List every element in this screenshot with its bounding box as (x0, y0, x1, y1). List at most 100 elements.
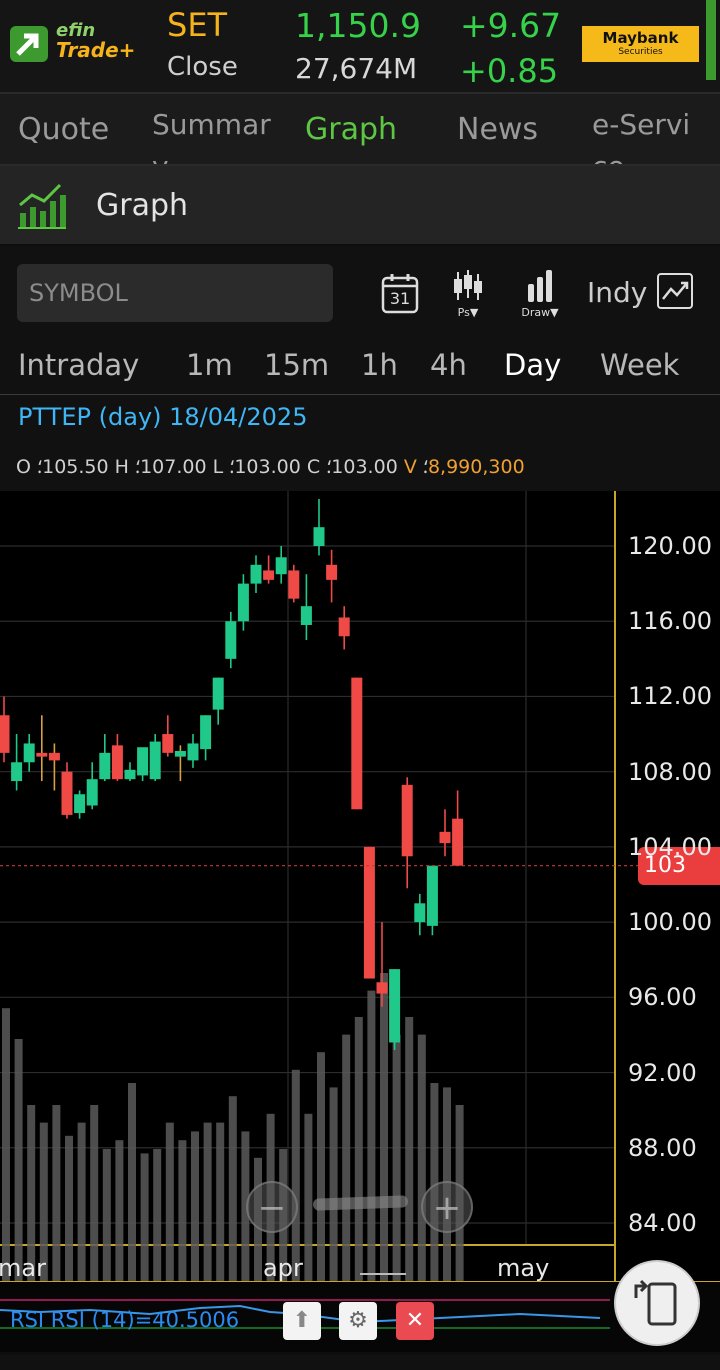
price-style-button[interactable]: Ps▼ (451, 270, 485, 319)
index-change-pct: +0.85 (460, 52, 559, 90)
volume-bar (2, 1008, 10, 1281)
tab-quote[interactable]: Quote (18, 112, 110, 147)
candle-body (111, 745, 123, 780)
efin-logo[interactable]: efin Trade+ (10, 20, 150, 68)
y-tick-label: 96.00 (628, 983, 697, 1012)
candle-body (389, 969, 401, 1043)
candle-body (250, 564, 262, 584)
high-label: H (114, 456, 129, 478)
volume-bar (65, 1135, 73, 1281)
period-day[interactable]: Day (504, 348, 562, 382)
rotate-tablet-icon[interactable] (616, 1262, 698, 1344)
candle-body (351, 677, 363, 810)
volume-bar (354, 1017, 363, 1281)
indicator-chart-icon[interactable] (657, 273, 693, 309)
volume-bar (52, 1105, 61, 1281)
broker-sub: Securities (618, 47, 663, 57)
candle-body (363, 846, 375, 979)
candle-body (288, 570, 300, 599)
candle-body (23, 743, 35, 763)
volume-bar (291, 1069, 300, 1281)
period-1h[interactable]: 1h (361, 348, 398, 382)
volume-bar (392, 1034, 401, 1281)
up-arrow-icon[interactable]: ⬆ (283, 1302, 321, 1340)
open-value: 105.50 (42, 456, 109, 478)
candle-body (401, 784, 413, 857)
broker-name: Maybank (602, 29, 679, 47)
volume-icon: ⸵ (422, 456, 428, 478)
zoom-out-button[interactable]: − (246, 1181, 298, 1233)
period-week[interactable]: Week (600, 348, 680, 382)
ohlc-readout: O ⸵105.50 H ⸵107.00 L ⸵103.00 C ⸵103.00 … (16, 453, 525, 479)
logo-efin-text: efin (56, 20, 96, 41)
chart-info: PTTEP (day) 18/04/2025 O ⸵105.50 H ⸵107.… (0, 395, 720, 491)
tab-eservice[interactable]: e-Servi ce (592, 104, 704, 164)
rsi-label: RSI RSI (14)=40.5006 (10, 1308, 240, 1332)
tab-graph[interactable]: Graph (305, 112, 398, 147)
header-accent-bar (706, 0, 716, 80)
volume-bar (304, 1113, 313, 1281)
volume-bar (153, 1149, 162, 1281)
low-value: 103.00 (234, 456, 301, 478)
candle-body (36, 752, 48, 757)
open-icon: ⸵ (37, 456, 43, 478)
period-1m[interactable]: 1m (186, 348, 233, 382)
chart-canvas[interactable] (0, 491, 720, 1351)
candle-body (99, 752, 111, 780)
zoom-in-button[interactable]: + (421, 1181, 473, 1233)
tab-summary[interactable]: Summar y (152, 104, 272, 164)
close-icon[interactable]: ✕ (396, 1302, 434, 1340)
close-value: 103.00 (331, 456, 398, 478)
rsi-panel: RSI RSI (14)=40.5006 ⬆ ⚙ ✕ (0, 1282, 720, 1352)
period-4h[interactable]: 4h (430, 348, 467, 382)
calendar-button[interactable]: 31 (381, 272, 419, 318)
draw-button[interactable]: Draw▼ (518, 270, 562, 319)
volume-bar (430, 1083, 439, 1281)
candle-body (326, 564, 338, 580)
low-label: L (212, 456, 224, 478)
maybank-logo: Maybank Securities (582, 26, 699, 62)
y-tick-label: 104.00 (628, 832, 712, 861)
calendar-day: 31 (389, 289, 411, 308)
y-tick-label: 120.00 (628, 532, 712, 560)
volume-bar (39, 1122, 48, 1281)
logo-trade-text: Trade+ (56, 38, 136, 62)
volume-bar (191, 1131, 199, 1281)
volume-bar (241, 1131, 250, 1281)
price-chart[interactable]: 103 − + 120.00 116.00 112.00 108.00 104.00 10… (0, 491, 720, 1351)
candle-body (149, 741, 161, 780)
x-tick-label: apr (263, 1254, 303, 1282)
page-title: Graph (96, 188, 189, 223)
ps-label: Ps▼ (457, 306, 479, 319)
volume-bar (115, 1140, 124, 1281)
candle-body (263, 570, 275, 580)
tab-eservice-label: e-Servi ce (592, 108, 691, 164)
candle-body (174, 750, 186, 757)
candle-body (338, 617, 350, 637)
bottom-bar (0, 1355, 720, 1370)
volume-bar (342, 1034, 351, 1281)
gear-icon[interactable]: ⚙ (339, 1302, 377, 1340)
volume-bar (228, 1096, 237, 1281)
chart-toolbar: 31 Ps▼ Draw▼ Indy (0, 246, 720, 340)
y-tick-label: 116.00 (628, 607, 712, 636)
period-selector: Intraday 1m 15m 1h 4h Day Week (0, 340, 720, 395)
y-tick-label: 88.00 (628, 1133, 697, 1162)
x-tick-label: mar (0, 1254, 46, 1282)
period-15m[interactable]: 15m (264, 348, 330, 382)
page-title-bar: Graph (0, 166, 720, 244)
candle-body (439, 831, 451, 844)
period-intraday[interactable]: Intraday (18, 348, 140, 382)
indicator-button[interactable]: Indy (587, 276, 648, 309)
candle-body (86, 779, 98, 806)
x-tick-label: may (497, 1254, 550, 1282)
market-status: Close (167, 52, 238, 82)
last-price-badge: 103 (638, 846, 720, 885)
symbol-input[interactable] (17, 264, 333, 322)
volume-label: V (403, 456, 417, 478)
volume-bar (405, 1017, 414, 1281)
candle-body (300, 606, 312, 625)
tab-summary-label: Summar y (152, 108, 271, 164)
y-tick-label: 92.00 (628, 1058, 697, 1087)
tab-news[interactable]: News (457, 112, 539, 147)
